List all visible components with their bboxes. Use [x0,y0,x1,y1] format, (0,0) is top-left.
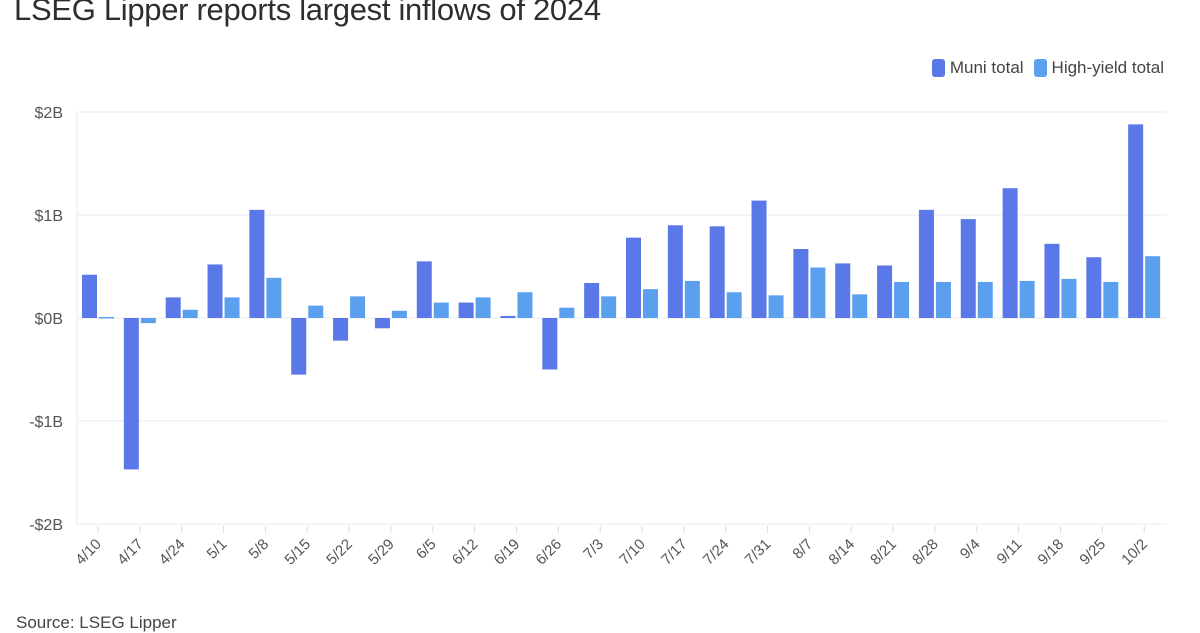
y-axis-ticks: $2B $1B $0B -$1B -$2B [29,105,63,534]
source-note: Source: LSEG Lipper [16,613,177,632]
bar-high-yield[interactable] [1145,256,1161,318]
x-tick-label: 5/29 [365,536,398,569]
x-tick-label: 9/25 [1076,536,1109,569]
bar-high-yield[interactable] [894,281,910,318]
x-tick-label: 8/7 [789,536,816,563]
bar-high-yield[interactable] [1103,281,1119,318]
bar-muni[interactable] [626,237,641,318]
bar-muni[interactable] [960,219,976,318]
x-tick-label: 8/21 [867,536,900,569]
x-tick-label: 5/8 [245,536,272,563]
bar-muni[interactable] [1044,243,1060,318]
bar-muni[interactable] [333,318,349,341]
x-tick-label: 4/10 [72,536,105,569]
bar-muni[interactable] [165,297,181,318]
x-tick-label: 7/17 [658,536,691,569]
legend-item-muni[interactable]: Muni total [931,58,1024,78]
bar-muni[interactable] [667,225,683,318]
x-tick-label: 6/26 [532,536,565,569]
bar-muni[interactable] [291,318,307,375]
chart-legend: Muni total High-yield total [931,58,1164,78]
x-tick-label: 7/10 [616,536,649,569]
bar-muni[interactable] [709,226,725,318]
bar-high-yield[interactable] [517,292,533,318]
bar-high-yield[interactable] [140,318,156,324]
bar-muni[interactable] [374,318,390,329]
legend-label-high-yield: High-yield total [1051,58,1164,77]
bar-muni[interactable] [877,265,893,318]
x-tick-label: 5/15 [281,536,314,569]
bar-high-yield[interactable] [852,294,868,318]
bar-muni[interactable] [542,318,558,370]
bar-high-yield[interactable] [643,289,658,318]
bar-high-yield[interactable] [99,316,114,319]
x-axis-ticks: 4/10 4/17 4/24 5/1 5/8 5/15 5/22 5/29 6/5 6/12 6/1… [72,526,1151,568]
bar-high-yield[interactable] [684,280,700,318]
x-tick-label: 8/28 [909,536,942,569]
x-tick-label: 5/22 [323,536,356,569]
bar-high-yield[interactable] [977,281,993,318]
bar-muni[interactable] [918,209,934,318]
y-tick-label: $0B [35,311,63,328]
x-tick-label: 5/1 [204,536,231,563]
legend-swatch-muni [931,59,945,77]
y-tick-label: -$1B [29,414,63,431]
bar-muni[interactable] [207,264,223,318]
bar-muni[interactable] [123,318,139,470]
x-tick-label: 9/18 [1035,536,1068,569]
bar-high-yield[interactable] [1061,278,1077,318]
bar-muni[interactable] [1002,188,1018,318]
x-tick-label: 6/19 [491,536,524,569]
bar-high-yield[interactable] [559,307,575,318]
x-tick-label: 4/24 [156,536,189,569]
bar-muni[interactable] [82,274,97,318]
bar-high-yield[interactable] [224,297,240,318]
y-tick-label: $2B [35,105,63,122]
bar-muni[interactable] [584,282,600,318]
bar-high-yield[interactable] [391,310,407,318]
legend-item-high-yield[interactable]: High-yield total [1033,58,1164,78]
x-tick-label: 7/3 [580,536,607,563]
x-tick-label: 10/2 [1118,536,1151,569]
x-tick-label: 6/5 [413,536,440,563]
x-tick-label: 6/12 [449,536,482,569]
x-tick-label: 7/31 [742,536,775,569]
bar-muni[interactable] [500,315,516,318]
bar-high-yield[interactable] [935,281,951,318]
x-tick-label: 7/24 [700,536,733,569]
bar-muni[interactable] [793,248,809,318]
legend-swatch-high-yield [1033,59,1047,77]
bar-high-yield[interactable] [810,267,826,318]
bar-muni[interactable] [835,263,851,318]
bar-high-yield[interactable] [601,296,617,318]
x-tick-label: 8/14 [825,536,858,569]
bar-muni[interactable] [751,200,767,318]
y-tick-label: -$2B [29,517,63,534]
x-tick-label: 4/17 [114,536,147,569]
bar-muni[interactable] [416,261,432,318]
x-tick-label: 9/11 [994,536,1026,568]
bar-high-yield[interactable] [182,309,198,318]
bar-high-yield[interactable] [726,292,742,318]
bar-series [82,124,1161,470]
bar-high-yield[interactable] [266,277,282,318]
bar-high-yield[interactable] [350,296,366,318]
bar-muni[interactable] [458,302,474,318]
bar-muni[interactable] [1128,124,1144,318]
bar-high-yield[interactable] [308,305,324,318]
bar-muni[interactable] [249,209,265,318]
bar-high-yield[interactable] [433,302,449,318]
legend-label-muni: Muni total [949,58,1024,77]
bar-high-yield[interactable] [475,297,491,318]
bar-muni[interactable] [1086,257,1102,318]
x-tick-label: 9/4 [957,536,984,563]
bar-high-yield[interactable] [768,295,784,318]
bar-high-yield[interactable] [1019,280,1035,318]
y-tick-label: $1B [35,208,63,225]
chart-title: LSEG Lipper reports largest inflows of 2… [14,0,601,27]
